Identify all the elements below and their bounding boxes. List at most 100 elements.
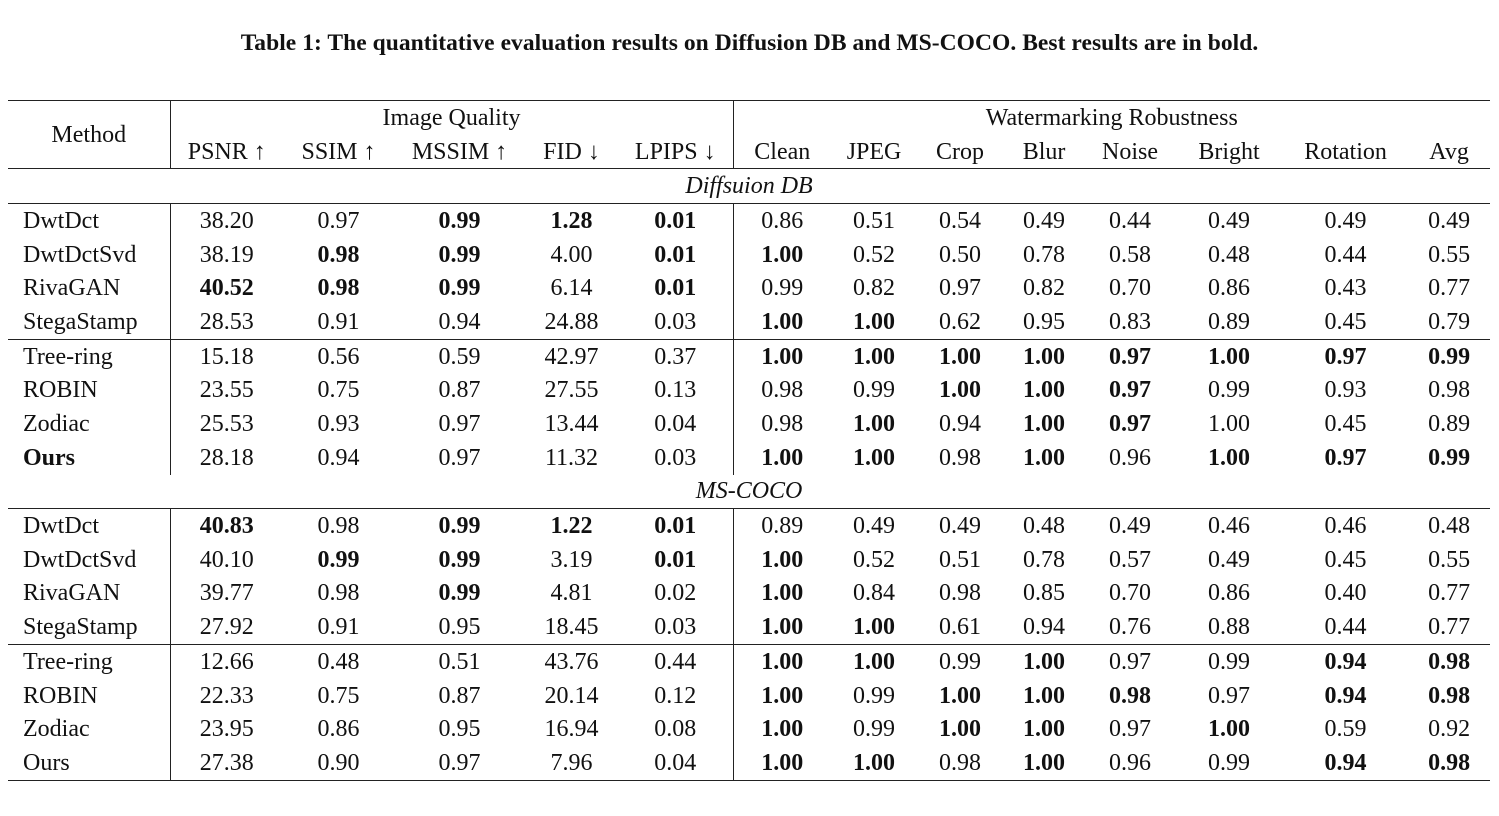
value-cell: 0.97	[394, 746, 525, 781]
value-cell: 43.76	[525, 643, 618, 679]
value-cell: 0.50	[939, 241, 982, 268]
value-cell: 1.00	[853, 614, 896, 641]
col-ssim: SSIM ↑	[283, 134, 394, 170]
value-cell: 0.44	[1109, 207, 1152, 234]
value-cell: 0.78	[1023, 546, 1066, 573]
value-cell: 0.03	[618, 440, 734, 475]
value-cell: 1.00	[917, 338, 1004, 374]
value-cell: 42.97	[525, 338, 618, 374]
value-cell: 0.99	[1208, 377, 1251, 404]
table-body: Diffsuion DB DwtDct 38.20 0.97 0.99 1.28 0.01 0…	[8, 168, 1491, 781]
value-cell: 1.00	[733, 643, 832, 679]
method-cell: Tree-ring	[8, 643, 171, 679]
value-cell: 0.45	[1324, 546, 1367, 573]
value-cell: 0.49	[1208, 546, 1251, 573]
value-cell: 0.90	[283, 746, 394, 781]
group-row: MS-COCO	[8, 474, 1491, 510]
table-row: Ours 28.18 0.94 0.97 11.32 0.03 1.00 1.00 0.98 1.…	[8, 440, 1490, 475]
value-cell: 1.00	[1208, 716, 1251, 743]
value-cell: 0.54	[939, 207, 982, 234]
table-row: Ours 27.38 0.90 0.97 7.96 0.04 1.00 1.00 0.98 1.0…	[8, 746, 1491, 781]
value-cell: 27.92	[199, 614, 254, 641]
value-cell: 0.48	[283, 643, 394, 679]
value-cell: 39.77	[199, 580, 254, 607]
value-cell: 0.49	[1428, 207, 1471, 234]
value-cell: 0.92	[1428, 716, 1471, 743]
value-cell: 1.22	[550, 513, 593, 540]
value-cell: 0.98	[1428, 377, 1471, 404]
value-cell: 4.00	[550, 241, 593, 268]
value-cell: 0.99	[438, 580, 481, 607]
value-cell: 0.01	[618, 508, 734, 543]
value-cell: 0.48	[1023, 513, 1066, 540]
value-cell: 3.19	[550, 546, 593, 573]
value-cell: 1.00	[761, 546, 804, 573]
value-cell: 0.86	[761, 207, 804, 234]
value-cell: 0.98	[1408, 643, 1491, 679]
value-cell: 0.98	[939, 444, 982, 471]
value-cell: 0.99	[438, 275, 481, 302]
value-cell: 1.00	[1003, 338, 1086, 374]
col-bright: Bright	[1175, 134, 1284, 170]
value-cell: 0.99	[1428, 444, 1471, 471]
col-mssim: MSSIM ↑	[394, 134, 525, 170]
value-cell: 0.86	[1208, 275, 1251, 302]
value-cell: 40.10	[199, 546, 254, 573]
value-cell: 0.98	[317, 275, 360, 302]
value-cell: 0.49	[853, 513, 896, 540]
value-cell: 0.49	[939, 513, 982, 540]
table-row: DwtDct 38.20 0.97 0.99 1.28 0.01 0.86 0.51 0.54 0…	[8, 203, 1490, 238]
value-cell: 0.82	[853, 275, 896, 302]
value-cell: 1.00	[1023, 377, 1066, 404]
value-cell: 0.98	[917, 746, 1004, 781]
value-cell: 0.97	[1085, 338, 1176, 374]
value-cell: 0.95	[1023, 308, 1066, 335]
value-cell: 0.99	[1408, 338, 1491, 374]
value-cell: 1.00	[853, 444, 896, 471]
value-cell: 0.03	[618, 610, 734, 645]
value-cell: 0.01	[618, 271, 734, 306]
value-cell: 0.99	[853, 682, 896, 709]
method-cell: Ours	[8, 746, 171, 781]
value-cell: 1.00	[761, 580, 804, 607]
value-cell: 0.79	[1428, 308, 1471, 335]
value-cell: 0.57	[1109, 546, 1152, 573]
table-row: ROBIN 22.33 0.75 0.87 20.14 0.12 1.00 0.99 1.00 1…	[8, 678, 1490, 713]
value-cell: 0.99	[853, 716, 896, 743]
col-jpeg: JPEG	[831, 134, 918, 170]
group-label: MS-COCO	[8, 474, 1491, 510]
table-row: DwtDctSvd 40.10 0.99 0.99 3.19 0.01 1.00 0.52 0.…	[8, 542, 1490, 577]
value-cell: 0.44	[1324, 614, 1367, 641]
value-cell: 0.88	[1208, 614, 1251, 641]
value-cell: 0.97	[1324, 444, 1367, 471]
value-cell: 0.75	[317, 682, 360, 709]
value-cell: 0.08	[618, 712, 734, 747]
value-cell: 16.94	[544, 716, 599, 743]
method-cell: ROBIN	[8, 373, 171, 408]
value-cell: 0.99	[317, 546, 360, 573]
value-cell: 0.99	[438, 546, 481, 573]
value-cell: 11.32	[544, 444, 599, 471]
value-cell: 40.83	[199, 513, 254, 540]
value-cell: 0.51	[394, 643, 525, 679]
value-cell: 0.99	[1175, 746, 1284, 781]
value-cell: 0.98	[1109, 682, 1152, 709]
method-cell: DwtDct	[8, 508, 171, 543]
table-row: Tree-ring 15.18 0.56 0.59 42.97 0.37 1.00 1.00 1…	[8, 338, 1491, 374]
value-cell: 0.77	[1428, 275, 1471, 302]
value-cell: 1.00	[1023, 716, 1066, 743]
table-row: Zodiac 23.95 0.86 0.95 16.94 0.08 1.00 0.99 1.00…	[8, 712, 1490, 747]
method-cell: RivaGAN	[8, 576, 171, 611]
method-cell: DwtDctSvd	[8, 237, 171, 272]
col-rotation: Rotation	[1283, 134, 1409, 170]
value-cell: 0.97	[1109, 716, 1152, 743]
value-cell: 0.99	[438, 513, 481, 540]
value-cell: 0.97	[1208, 682, 1251, 709]
value-cell: 38.19	[199, 241, 254, 268]
value-cell: 0.94	[438, 308, 481, 335]
value-cell: 1.00	[761, 241, 804, 268]
value-cell: 1.00	[761, 444, 804, 471]
value-cell: 1.00	[1023, 682, 1066, 709]
value-cell: 0.59	[1324, 716, 1367, 743]
value-cell: 0.86	[1208, 580, 1251, 607]
